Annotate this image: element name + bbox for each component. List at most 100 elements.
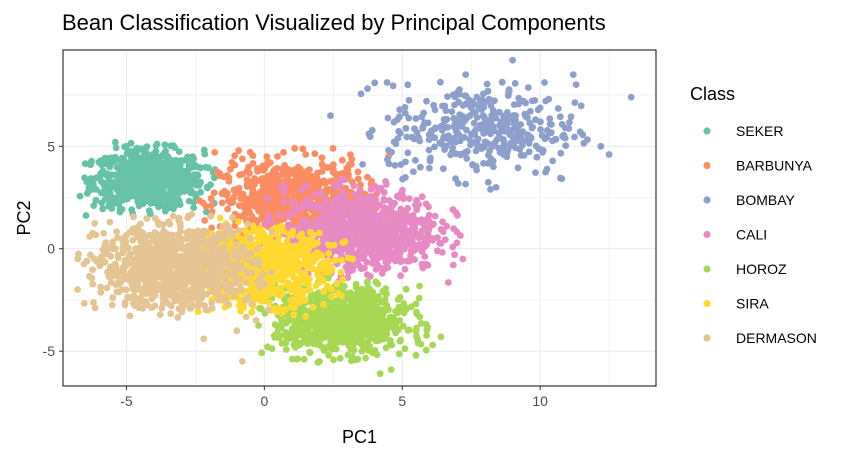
scatter-point bbox=[384, 114, 392, 122]
scatter-point bbox=[361, 310, 369, 318]
scatter-point bbox=[412, 156, 419, 164]
scatter-point bbox=[405, 195, 413, 203]
scatter-point bbox=[339, 276, 347, 284]
scatter-point bbox=[328, 285, 335, 293]
scatter-point bbox=[528, 124, 536, 132]
scatter-point bbox=[316, 273, 324, 281]
scatter-point bbox=[331, 256, 339, 264]
scatter-point bbox=[264, 189, 272, 197]
scatter-point bbox=[174, 314, 182, 321]
scatter-point bbox=[385, 147, 392, 154]
scatter-point bbox=[89, 280, 97, 288]
scatter-point bbox=[195, 182, 203, 189]
scatter-point bbox=[431, 134, 439, 142]
scatter-point bbox=[474, 135, 482, 143]
scatter-point bbox=[506, 131, 514, 139]
scatter-point bbox=[280, 307, 288, 314]
scatter-point bbox=[211, 149, 219, 156]
scatter-point bbox=[363, 258, 371, 266]
scatter-point bbox=[425, 146, 433, 154]
scatter-point bbox=[372, 196, 380, 204]
scatter-point bbox=[415, 241, 423, 249]
scatter-point bbox=[352, 356, 359, 364]
scatter-point bbox=[187, 304, 195, 312]
scatter-point bbox=[298, 186, 306, 194]
scatter-point bbox=[134, 184, 142, 192]
scatter-point bbox=[402, 174, 409, 181]
scatter-point bbox=[296, 169, 303, 177]
scatter-point bbox=[331, 225, 339, 233]
scatter-point bbox=[169, 212, 177, 220]
scatter-point bbox=[434, 234, 441, 242]
scatter-point bbox=[232, 240, 240, 248]
scatter-point bbox=[185, 197, 193, 205]
scatter-point bbox=[242, 279, 250, 286]
scatter-point bbox=[389, 82, 397, 90]
scatter-point bbox=[156, 311, 164, 318]
scatter-point bbox=[288, 296, 296, 304]
scatter-point bbox=[123, 194, 131, 202]
scatter-point bbox=[402, 124, 410, 132]
chart-title: Bean Classification Visualized by Princi… bbox=[62, 10, 606, 35]
scatter-point bbox=[344, 166, 352, 174]
scatter-point bbox=[295, 276, 303, 283]
scatter-point bbox=[306, 348, 314, 356]
scatter-point bbox=[430, 101, 437, 109]
scatter-point bbox=[452, 209, 460, 216]
scatter-point bbox=[322, 204, 329, 212]
scatter-point bbox=[349, 226, 356, 233]
scatter-point bbox=[324, 344, 332, 352]
scatter-point bbox=[426, 156, 434, 164]
scatter-point bbox=[315, 333, 323, 340]
scatter-point bbox=[96, 172, 104, 180]
scatter-point bbox=[287, 286, 295, 294]
scatter-point bbox=[101, 160, 109, 167]
scatter-point bbox=[562, 142, 570, 150]
scatter-point bbox=[405, 114, 413, 122]
scatter-point bbox=[566, 119, 573, 126]
scatter-point bbox=[453, 228, 461, 236]
scatter-point bbox=[118, 206, 126, 213]
scatter-point bbox=[142, 148, 150, 156]
scatter-point bbox=[197, 188, 205, 196]
scatter-point bbox=[372, 296, 380, 304]
scatter-point bbox=[274, 271, 281, 279]
scatter-point bbox=[87, 161, 94, 169]
scatter-point bbox=[272, 207, 280, 215]
scatter-point bbox=[266, 159, 274, 167]
scatter-point bbox=[272, 288, 280, 296]
scatter-point bbox=[121, 301, 129, 309]
scatter-point bbox=[533, 153, 541, 161]
scatter-point bbox=[305, 238, 313, 246]
scatter-point bbox=[463, 126, 470, 134]
scatter-point bbox=[379, 238, 386, 246]
scatter-point bbox=[491, 97, 498, 105]
scatter-point bbox=[82, 212, 90, 219]
scatter-point bbox=[113, 164, 121, 171]
scatter-point bbox=[330, 322, 338, 330]
scatter-point bbox=[161, 207, 169, 215]
scatter-point bbox=[237, 307, 245, 315]
scatter-point bbox=[298, 241, 306, 248]
scatter-point bbox=[263, 153, 271, 161]
scatter-point bbox=[449, 91, 457, 99]
scatter-point bbox=[340, 176, 348, 184]
scatter-point bbox=[254, 217, 261, 225]
scatter-point bbox=[337, 269, 345, 276]
scatter-point bbox=[111, 199, 119, 206]
scatter-point bbox=[404, 149, 412, 157]
scatter-point bbox=[374, 280, 382, 288]
scatter-point bbox=[324, 320, 332, 327]
scatter-point bbox=[81, 160, 89, 168]
scatter-point bbox=[90, 299, 97, 306]
scatter-point bbox=[462, 92, 470, 100]
scatter-point bbox=[231, 152, 239, 160]
scatter-point bbox=[156, 156, 164, 164]
scatter-point bbox=[254, 245, 261, 253]
scatter-point bbox=[254, 234, 261, 242]
scatter-point bbox=[134, 144, 141, 152]
scatter-point bbox=[356, 187, 364, 195]
scatter-point bbox=[378, 269, 386, 277]
scatter-point bbox=[315, 201, 323, 209]
scatter-point bbox=[155, 203, 162, 211]
